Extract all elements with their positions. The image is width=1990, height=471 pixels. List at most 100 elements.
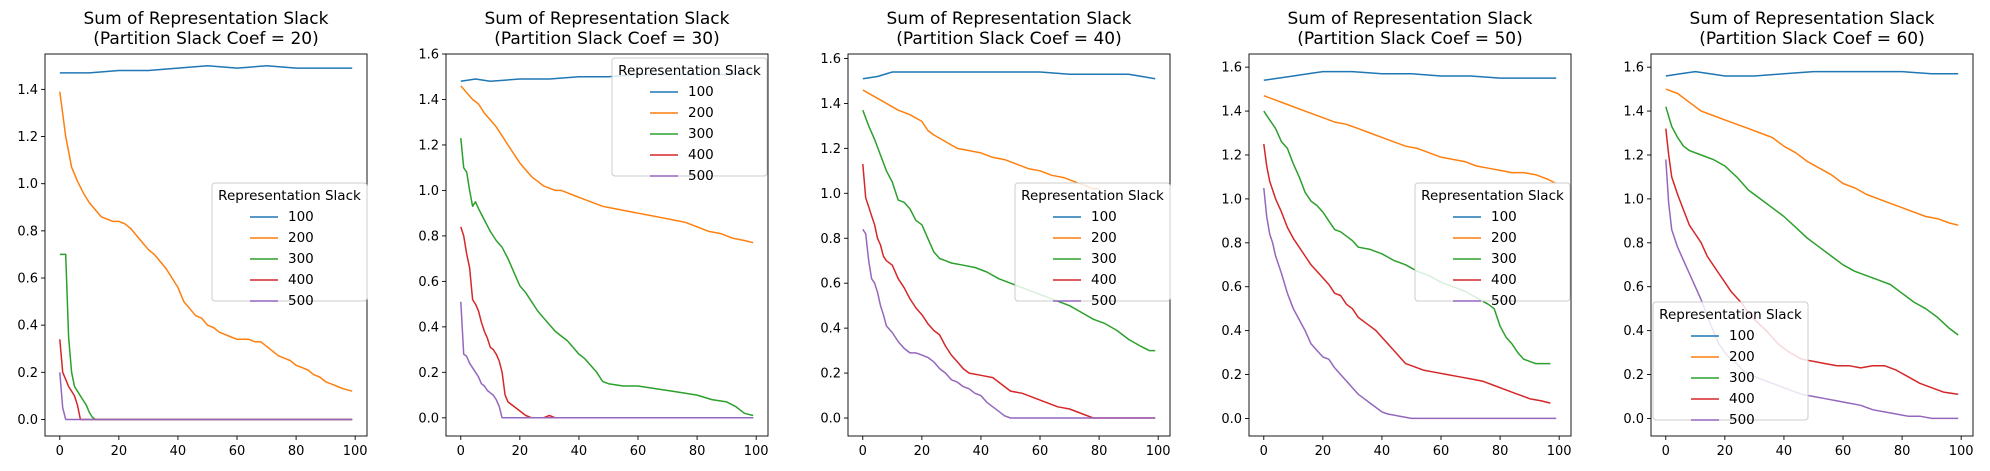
- x-tick-label: 100: [1949, 444, 1974, 459]
- series-line-400: [1263, 143, 1551, 404]
- legend-title: Representation Slack: [1021, 188, 1164, 204]
- legend-label-400: 400: [1491, 272, 1517, 288]
- y-tick-label: 0.4: [17, 319, 38, 334]
- series-line-500: [59, 372, 353, 421]
- x-tick-label: 80: [1894, 444, 1911, 459]
- chart-title: Sum of Representation Slack: [485, 9, 730, 29]
- legend-label-200: 200: [688, 105, 714, 121]
- series-line-300: [460, 138, 754, 417]
- x-tick-label: 20: [1315, 444, 1332, 459]
- x-tick-label: 0: [1260, 444, 1268, 459]
- axes-frame: [1248, 53, 1572, 437]
- x-tick-label: 40: [571, 444, 588, 459]
- y-tick-label: 0.2: [418, 366, 439, 381]
- legend-title: Representation Slack: [1421, 188, 1564, 204]
- y-tick-label: 0.6: [418, 275, 439, 290]
- x-tick-label: 100: [1547, 444, 1572, 459]
- x-tick-label: 40: [1374, 444, 1391, 459]
- x-tick-label: 0: [457, 444, 465, 459]
- series-line-400: [59, 339, 353, 421]
- series-line-500: [1263, 187, 1557, 420]
- x-tick-label: 60: [1835, 444, 1852, 459]
- legend-box: [1652, 301, 1809, 421]
- y-tick-label: 1.4: [1623, 105, 1644, 120]
- legend-label-500: 500: [688, 168, 714, 184]
- y-tick-label: 0.0: [1221, 412, 1242, 427]
- series-line-200: [1665, 88, 1959, 226]
- x-tick-label: 60: [229, 444, 246, 459]
- y-tick-label: 0.8: [17, 224, 38, 239]
- legend: Representation Slack 100 200 300 400 500: [611, 57, 768, 184]
- y-tick-label: 1.0: [17, 177, 38, 192]
- y-tick-label: 0.6: [17, 272, 38, 287]
- legend-label-300: 300: [688, 126, 714, 142]
- chart-title: Sum of Representation Slack: [1288, 9, 1533, 29]
- y-tick-label: 0.8: [418, 229, 439, 244]
- legend-label-300: 300: [1091, 251, 1117, 267]
- x-tick-label: 80: [1091, 444, 1108, 459]
- y-tick-label: 0.8: [1221, 236, 1242, 251]
- y-tick-label: 0.4: [820, 322, 841, 337]
- chart-subtitle: (Partition Slack Coef = 40): [896, 29, 1121, 49]
- x-tick-label: 20: [512, 444, 529, 459]
- y-tick-label: 0.0: [17, 413, 38, 428]
- chart-subtitle: (Partition Slack Coef = 50): [1297, 29, 1522, 49]
- y-tick-label: 1.4: [17, 83, 38, 98]
- x-tick-label: 60: [630, 444, 647, 459]
- legend-label-200: 200: [1091, 230, 1117, 246]
- x-tick-label: 40: [1776, 444, 1793, 459]
- legend-label-100: 100: [288, 209, 314, 225]
- y-tick-label: 0.8: [820, 232, 841, 247]
- chart-subtitle: (Partition Slack Coef = 60): [1699, 29, 1924, 49]
- series-line-200: [460, 85, 754, 244]
- series-line-400: [460, 226, 754, 419]
- y-tick-label: 1.4: [820, 97, 841, 112]
- y-tick-label: 1.6: [418, 48, 439, 63]
- legend-label-100: 100: [688, 84, 714, 100]
- legend: Representation Slack 100 200 300 400 500: [1652, 301, 1809, 428]
- x-tick-label: 80: [1492, 444, 1509, 459]
- y-tick-label: 1.2: [418, 138, 439, 153]
- y-tick-label: 0.0: [820, 412, 841, 427]
- legend: Representation Slack 100 200 300 400 500: [1014, 182, 1171, 309]
- chart-subtitle: (Partition Slack Coef = 30): [494, 29, 719, 49]
- y-tick-label: 1.4: [1221, 105, 1242, 120]
- legend-label-400: 400: [1729, 391, 1755, 407]
- y-tick-label: 0.8: [1623, 236, 1644, 251]
- chart-title: Sum of Representation Slack: [887, 9, 1132, 29]
- legend-box: [1014, 182, 1171, 302]
- y-tick-label: 0.4: [418, 320, 439, 335]
- y-tick-label: 0.0: [1623, 412, 1644, 427]
- legend-box: [1414, 182, 1571, 302]
- series-line-100: [1263, 70, 1557, 82]
- chart-panel-4: Sum of Representation Slack(Partition Sl…: [1221, 9, 1571, 459]
- y-tick-label: 1.0: [820, 187, 841, 202]
- y-tick-label: 0.6: [1221, 280, 1242, 295]
- series-line-300: [1665, 106, 1959, 336]
- legend-label-500: 500: [1729, 412, 1755, 428]
- series-line-300: [1263, 110, 1551, 365]
- legend-label-300: 300: [1491, 251, 1517, 267]
- y-tick-label: 1.2: [1623, 148, 1644, 163]
- y-tick-label: 0.2: [1221, 368, 1242, 383]
- chart-title: Sum of Representation Slack: [84, 9, 329, 29]
- series-line-100: [59, 65, 353, 74]
- y-tick-label: 0.4: [1221, 324, 1242, 339]
- x-tick-label: 20: [914, 444, 931, 459]
- legend-label-500: 500: [288, 293, 314, 309]
- series-line-300: [862, 109, 1156, 352]
- y-tick-label: 0.2: [17, 366, 38, 381]
- series-line-400: [862, 164, 1156, 419]
- legend-label-200: 200: [1491, 230, 1517, 246]
- y-tick-label: 1.6: [1623, 61, 1644, 76]
- x-tick-label: 20: [111, 444, 128, 459]
- legend: Representation Slack 100 200 300 400 500: [1414, 182, 1571, 309]
- series-line-100: [1665, 70, 1959, 77]
- y-tick-label: 0.2: [820, 367, 841, 382]
- x-tick-label: 100: [744, 444, 769, 459]
- legend-box: [611, 57, 768, 177]
- legend-label-200: 200: [1729, 349, 1755, 365]
- y-tick-label: 1.4: [418, 93, 439, 108]
- legend-label-300: 300: [288, 251, 314, 267]
- y-tick-label: 1.2: [820, 142, 841, 157]
